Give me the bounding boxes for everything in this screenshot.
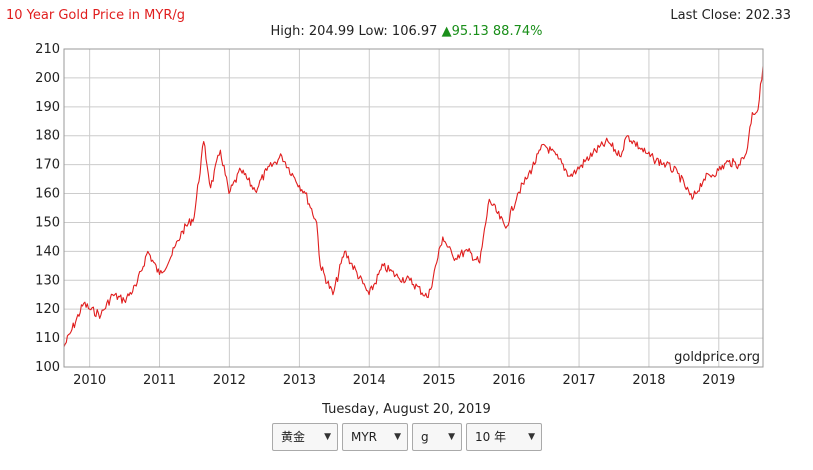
range-select-value: 10 年	[475, 430, 507, 444]
y-tick-label: 130	[35, 273, 60, 288]
y-tick-label: 200	[35, 71, 60, 86]
x-tick-label: 2017	[563, 373, 596, 388]
x-tick-label: 2016	[492, 373, 525, 388]
y-tick-label: 170	[35, 158, 60, 173]
chevron-down-icon: ▼	[394, 432, 401, 442]
x-axis-labels: 2010 2011 2012 2013 2014 2015 2016 2017 2018 2019	[73, 373, 735, 388]
x-tick-label: 2014	[353, 373, 386, 388]
x-tick-label: 2010	[73, 373, 106, 388]
chevron-down-icon: ▼	[528, 432, 535, 442]
y-tick-label: 190	[35, 100, 60, 115]
chart-title: 10 Year Gold Price in MYR/g	[6, 8, 186, 23]
gold-price-chart: 100 110 120 130 140 150 160 170 180 190 200 210 201…	[35, 42, 764, 388]
up-arrow-icon: ▲	[441, 24, 452, 39]
y-tick-label: 110	[35, 331, 60, 346]
watermark: goldprice.org	[674, 350, 760, 365]
y-tick-label: 210	[35, 42, 60, 57]
series	[63, 66, 764, 348]
unit-select[interactable]: g ▼	[412, 423, 462, 451]
x-tick-label: 2015	[423, 373, 456, 388]
y-tick-label: 120	[35, 302, 60, 317]
y-tick-label: 140	[35, 244, 60, 259]
selected-date: Tuesday, August 20, 2019	[322, 402, 491, 417]
high-low-text: High: 204.99 Low: 106.97	[270, 24, 438, 39]
x-tick-label: 2011	[143, 373, 176, 388]
y-tick-label: 150	[35, 215, 60, 230]
y-tick-label: 100	[35, 360, 60, 375]
grid	[64, 48, 763, 368]
change-value: 95.13 88.74%	[451, 24, 543, 39]
metal-select[interactable]: 黄金 ▼	[272, 423, 338, 451]
chevron-down-icon: ▼	[324, 432, 331, 442]
x-tick-label: 2012	[213, 373, 246, 388]
x-tick-label: 2018	[632, 373, 665, 388]
metal-select-value: 黄金	[281, 430, 306, 444]
unit-select-value: g	[421, 430, 429, 444]
high-low-stats: High: 204.99 Low: 106.97 ▲95.13 88.74%	[0, 24, 813, 39]
plot-frame	[63, 48, 764, 368]
x-tick-label: 2019	[702, 373, 735, 388]
last-close: Last Close: 202.33	[670, 8, 791, 23]
y-tick-label: 180	[35, 129, 60, 144]
currency-select-value: MYR	[351, 430, 378, 444]
y-axis-labels: 100 110 120 130 140 150 160 170 180 190 200 210	[35, 42, 60, 375]
currency-select[interactable]: MYR ▼	[342, 423, 408, 451]
x-tick-label: 2013	[283, 373, 316, 388]
range-select[interactable]: 10 年 ▼	[466, 423, 542, 451]
y-tick-label: 160	[35, 187, 60, 202]
price-line	[63, 66, 764, 348]
chevron-down-icon: ▼	[448, 432, 455, 442]
